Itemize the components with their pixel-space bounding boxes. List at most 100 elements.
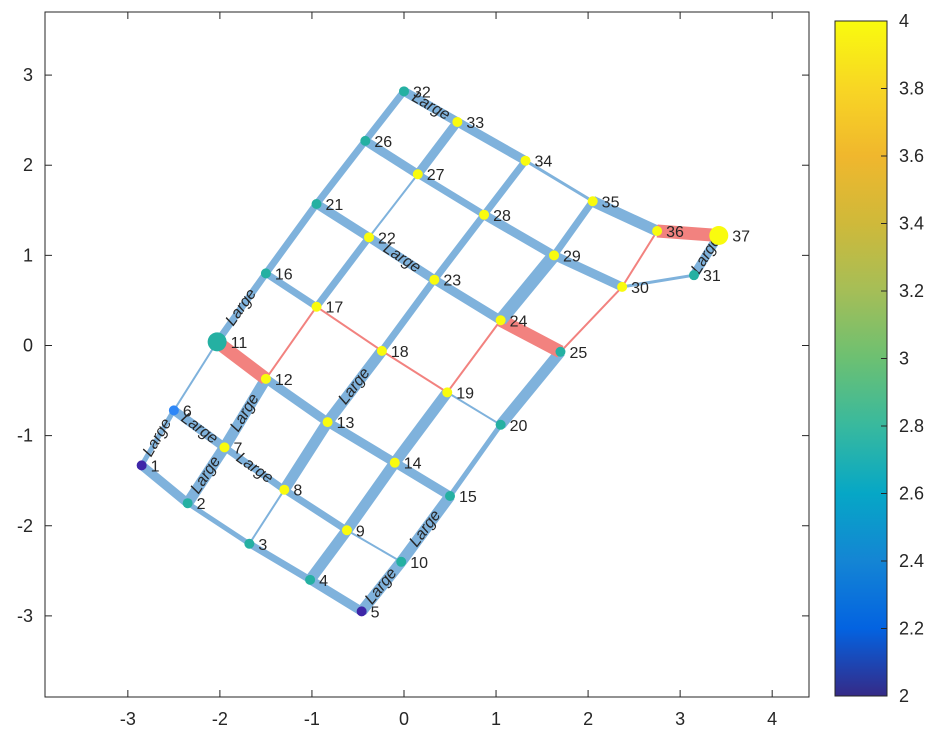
node-label-33: 33 [466,115,484,132]
colorbar-tick-label: 2.6 [899,484,924,504]
node-label-25: 25 [569,345,587,362]
colorbar-tick-label: 2 [899,686,909,706]
node-label-17: 17 [326,300,344,317]
x-tick-label: 4 [767,709,777,729]
node-label-6: 6 [183,403,192,420]
node-4 [305,574,316,585]
axes-background [45,12,809,697]
node-28 [479,209,490,220]
edge-34-35 [524,159,594,203]
edge-19-24 [446,319,502,393]
y-tick-label: -2 [17,516,33,536]
node-5 [356,606,367,617]
node-label-7: 7 [233,440,242,457]
x-tick-label: 3 [675,709,685,729]
node-label-35: 35 [602,194,620,211]
edge-31-30 [621,273,695,289]
node-label-32: 32 [413,84,431,101]
edge-20-25 [496,348,565,429]
node-label-11: 11 [231,335,248,352]
node-label-22: 22 [378,230,396,247]
node-label-3: 3 [258,537,267,554]
edge-3-4 [247,540,312,583]
edge-29-30 [552,251,625,291]
node-label-36: 36 [666,224,684,241]
node-21 [311,198,322,209]
edge-16-17 [263,270,319,310]
colorbar-tick-label: 4 [899,11,909,31]
edge-27-33 [414,119,461,177]
node-label-1: 1 [151,458,160,475]
edge-4-9 [305,526,352,584]
edge-2-7 [183,444,230,507]
node-31 [688,270,699,281]
node-11 [207,332,227,352]
colorbar-ticks: 2 2.2 2.4 2.6 2.8 3 3.2 3.4 3.6 3.8 4 [881,11,924,706]
edge-17-22 [313,235,372,309]
edge-1-2 [138,461,191,507]
node-label-27: 27 [427,167,445,184]
node-8 [279,484,290,495]
node-26 [360,135,371,146]
edge-7-12 [219,375,271,451]
node-label-12: 12 [275,372,293,389]
edge-14-15 [392,458,453,500]
node-10 [396,556,407,567]
node-label-29: 29 [563,248,581,265]
edge-23-28 [431,212,487,282]
x-tick-label: -1 [304,709,320,729]
node-label-19: 19 [456,385,474,402]
edge-28-29 [481,210,557,260]
edge-17-18 [315,305,383,352]
y-tick-label: -3 [17,606,33,626]
edge-13-14 [325,418,398,467]
y-tick-label: 3 [23,65,33,85]
edge-1-6 [139,409,177,467]
edge-10-15 [396,492,455,566]
node-7 [219,442,230,453]
edge-36-37 [656,224,720,243]
edge-19-20 [446,391,502,426]
edge-29-35 [551,199,596,258]
nodes-layer [136,86,729,617]
node-label-18: 18 [391,344,409,361]
node-label-26: 26 [374,134,392,151]
edge-2-3 [186,501,251,546]
colorbar-tick-label: 3.2 [899,281,924,301]
node-label-5: 5 [371,604,380,621]
node-27 [412,169,423,180]
x-tick-label: -3 [120,709,136,729]
y-tick-label: 2 [23,155,33,175]
edge-6-11 [173,341,218,411]
node-2 [182,498,193,509]
node-label-8: 8 [293,483,302,500]
node-20 [495,419,506,430]
node-13 [322,417,333,428]
edge-33-34 [455,118,528,165]
x-tick-label: -2 [212,709,228,729]
node-1 [136,460,147,471]
node-12 [260,373,271,384]
edge-18-23 [379,277,438,353]
edge-4-5 [307,575,364,616]
colorbar-tick-label: 3.4 [899,214,924,234]
node-16 [260,268,271,279]
edge-18-19 [381,350,448,394]
edges-layer [138,87,723,616]
node-label-37: 37 [732,229,750,246]
x-tick-label: 2 [583,709,593,729]
node-34 [520,155,531,166]
node-6 [168,405,179,416]
colorbar-tick-label: 3.6 [899,146,924,166]
node-label-28: 28 [493,208,511,225]
edge-11-16 [214,271,269,344]
edge-8-13 [279,419,333,493]
edge-5-10 [357,558,406,615]
edge-8-9 [282,486,349,534]
node-label-15: 15 [459,489,477,506]
edge-35-36 [590,196,660,237]
node-3 [244,538,255,549]
node-32 [398,86,409,97]
node-label-13: 13 [337,415,355,432]
